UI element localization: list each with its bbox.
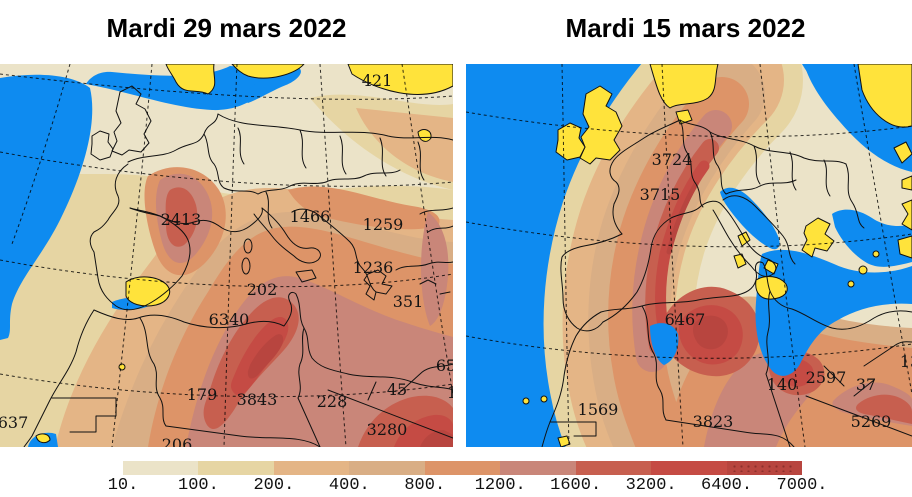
colorbar-tick-label: 1200. <box>474 476 526 495</box>
left-map: 421 2413 1466 1259 1236 202 351 6340 179 3843 228 4… <box>0 64 453 447</box>
map-value-label: 1259 <box>363 215 404 234</box>
right-map-canvas: 3724 3715 6467 1569 3823 140 2597 37 5269 13 <box>466 64 912 447</box>
colorbar-tick-label: 800. <box>404 476 446 495</box>
colorbar-tick-label: 400. <box>328 476 370 495</box>
colorbar-tick-label: 7000. <box>776 476 828 495</box>
map-value-label: 1 <box>447 383 453 402</box>
map-value-label: 3843 <box>237 390 278 409</box>
map-value-label: 3823 <box>693 412 734 431</box>
map-value-label: 3715 <box>640 185 681 204</box>
coastlines-borders <box>23 85 453 447</box>
colorbar-segment-1 <box>198 461 274 475</box>
map-value-label: 206 <box>162 435 193 447</box>
map-value-label: 228 <box>317 392 348 411</box>
colorbar-segment-7 <box>651 461 727 475</box>
dust-layers <box>543 64 912 447</box>
left-map-value-labels: 421 2413 1466 1259 1236 202 351 6340 179 3843 228 4… <box>0 71 453 447</box>
map-value-label: 2597 <box>806 368 847 387</box>
colorbar-tick-label: 1600. <box>550 476 602 495</box>
right-map-title: Mardi 15 mars 2022 <box>565 13 806 43</box>
colorbar-segment-2 <box>273 461 350 475</box>
colorbar-segment-3 <box>349 461 425 475</box>
sea-areas <box>650 64 912 376</box>
coastlines-borders <box>541 119 912 447</box>
colorbar-tick-label: 6400. <box>701 476 753 495</box>
colorbar-segment-0 <box>123 461 199 475</box>
colorbar-segment-5 <box>500 461 576 475</box>
graticule <box>0 64 453 447</box>
map-value-label: 6340 <box>209 310 250 329</box>
map-value-label: 1569 <box>578 400 619 419</box>
colorbar-segment-6 <box>575 461 652 475</box>
no-data-land <box>35 64 453 444</box>
colorbar-tick-label: 10. <box>107 476 139 495</box>
map-value-label: 1466 <box>290 207 331 226</box>
map-value-label: 13 <box>900 352 912 371</box>
map-value-label: 37 <box>856 375 876 394</box>
map-value-label: 140 <box>767 375 798 394</box>
map-value-label: 179 <box>187 385 218 404</box>
map-value-label: 6467 <box>665 310 706 329</box>
map-value-label: 637 <box>0 413 28 432</box>
map-value-label: 202 <box>247 280 278 299</box>
colorbar-tick-label: 100. <box>178 476 219 495</box>
right-map-value-labels: 3724 3715 6467 1569 3823 140 2597 37 5269 13 <box>578 150 912 431</box>
colorbar-segment-4 <box>424 461 501 475</box>
map-value-label: 45 <box>387 380 407 399</box>
left-map-title: Mardi 29 mars 2022 <box>106 13 347 43</box>
map-value-label: 1236 <box>353 258 394 277</box>
map-value-label: 2413 <box>161 210 202 229</box>
colorbar-tick-label: 3200. <box>625 476 677 495</box>
map-value-label: 65 <box>436 356 453 375</box>
map-value-label: 421 <box>362 71 393 90</box>
map-value-label: 5269 <box>851 412 892 431</box>
dust-layers <box>0 94 453 447</box>
left-map-canvas: 421 2413 1466 1259 1236 202 351 6340 179 3843 228 4… <box>0 64 453 447</box>
map-value-label: 351 <box>393 292 424 311</box>
map-value-label: 3280 <box>367 420 408 439</box>
colorbar-ticks: 10. 100. 200. 400. 800. 1200. 1600. 3200. 6400. 7… <box>108 476 828 496</box>
map-value-label: 3724 <box>652 150 693 169</box>
colorbar-tick-label: 200. <box>253 476 295 495</box>
sea-areas <box>0 66 301 447</box>
graticule <box>466 64 912 447</box>
right-map: 3724 3715 6467 1569 3823 140 2597 37 5269 13 <box>466 64 912 447</box>
colorbar <box>123 461 802 475</box>
colorbar-segment-8 <box>726 461 802 475</box>
